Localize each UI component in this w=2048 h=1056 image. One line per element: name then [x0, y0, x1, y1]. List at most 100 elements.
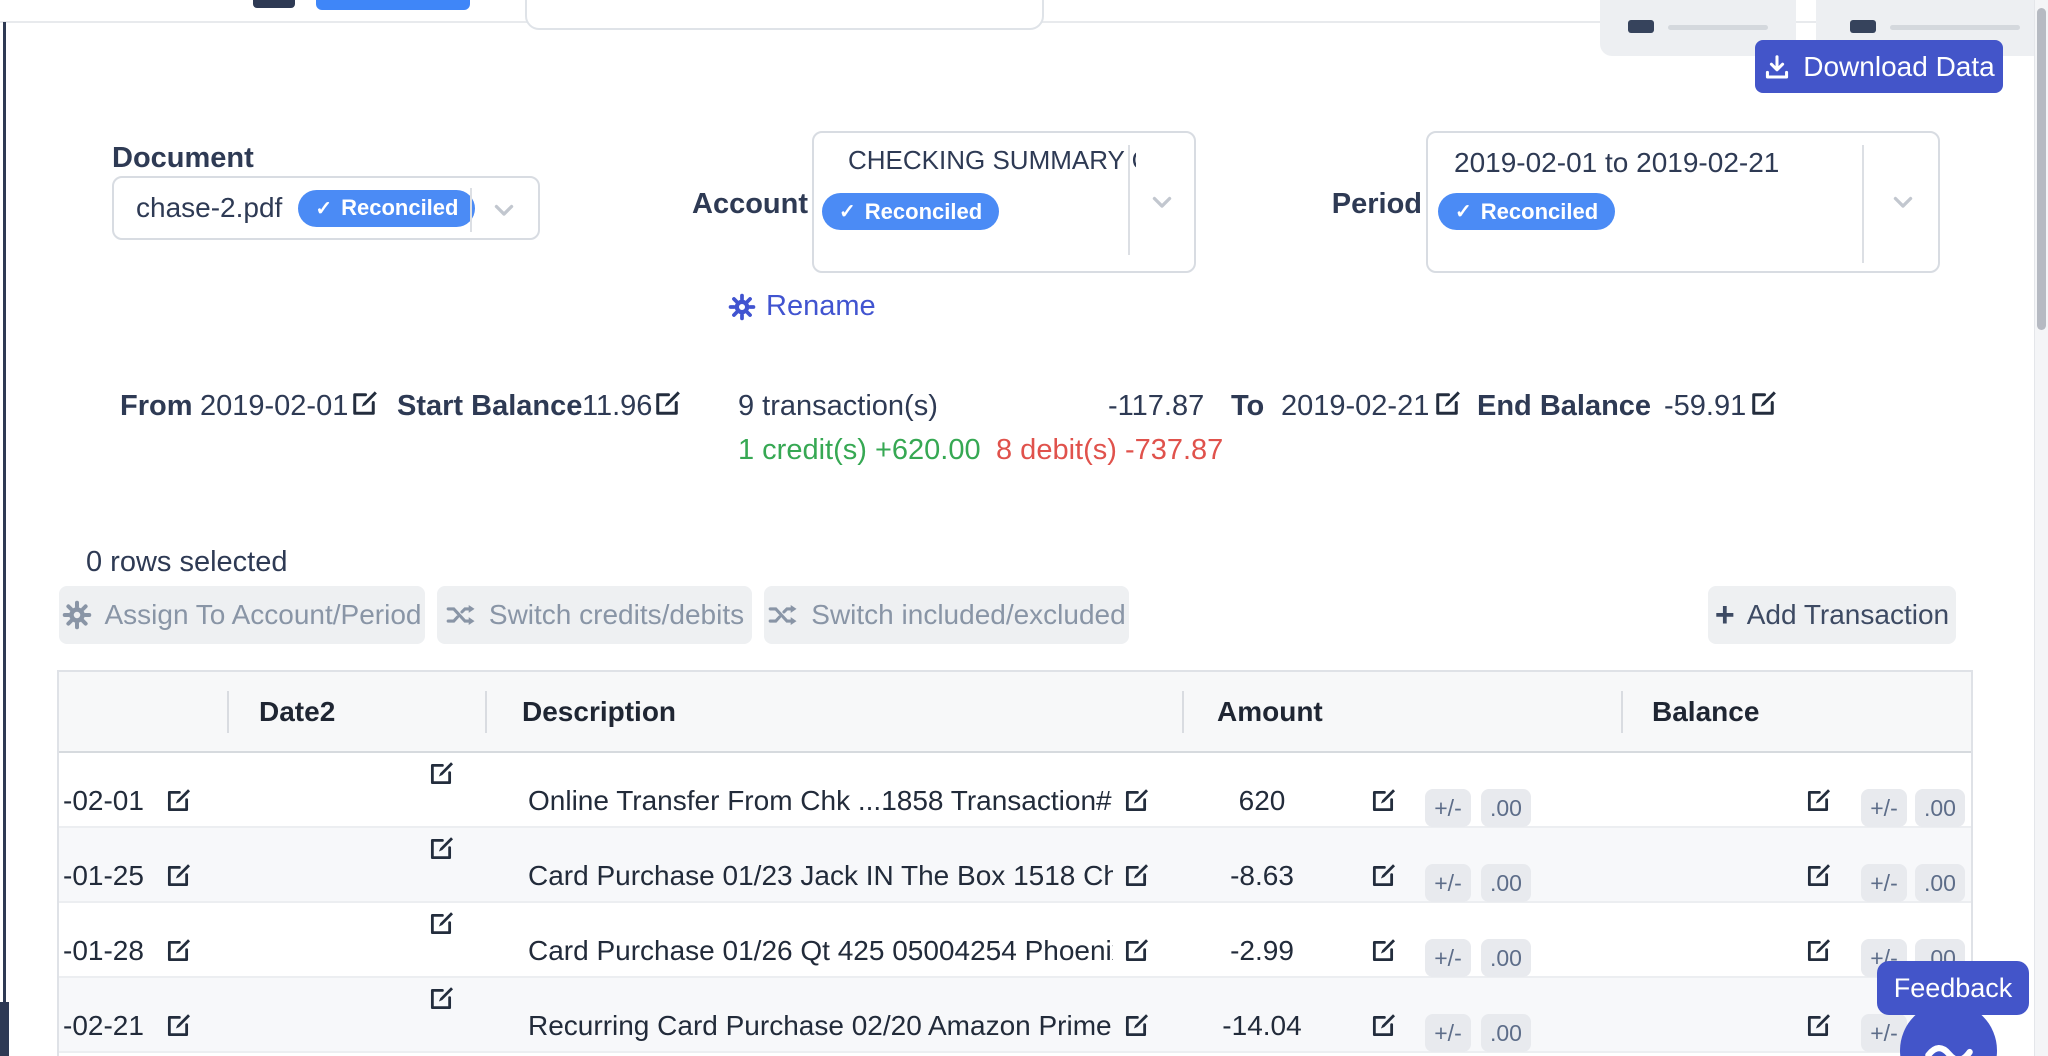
period-select[interactable]: 2019-02-01 to 2019-02-21 ✓ Reconciled	[1426, 131, 1940, 273]
end-balance-label: End Balance	[1477, 390, 1652, 422]
amount-cents-button[interactable]: .00	[1481, 864, 1531, 902]
edit-date2-icon[interactable]	[427, 835, 455, 863]
rename-link[interactable]: Rename	[728, 290, 876, 323]
column-header-description: Description	[522, 696, 677, 727]
plus-icon: +	[1714, 596, 1735, 634]
credits-summary: 1 credit(s) +620.00	[738, 434, 981, 466]
edit-from-icon[interactable]	[349, 389, 379, 419]
edit-amount-icon[interactable]	[1369, 937, 1397, 965]
account-value: CHECKING SUMMARY Cha	[848, 145, 1136, 175]
truncated-button-text	[1668, 25, 1768, 30]
balance-sign-toggle-button[interactable]: +/-	[1861, 1014, 1907, 1052]
amount-cents-button[interactable]: .00	[1481, 939, 1531, 977]
switch-credits-debits-button[interactable]: Switch credits/debits	[437, 586, 752, 644]
edit-date-icon[interactable]	[164, 862, 192, 890]
feedback-button[interactable]: Feedback	[1877, 961, 2029, 1015]
amount-cents-button[interactable]: .00	[1481, 1014, 1531, 1052]
period-value: 2019-02-01 to 2019-02-21	[1454, 147, 1780, 178]
edit-balance-icon[interactable]	[1804, 862, 1832, 890]
start-balance-value: 11.96	[582, 390, 653, 422]
edit-description-icon[interactable]	[1122, 1012, 1150, 1040]
edit-to-icon[interactable]	[1432, 389, 1462, 419]
transactions-table: Date2 Description Amount Balance -02-01 …	[57, 670, 1973, 1056]
account-select[interactable]: CHECKING SUMMARY Cha ✓ Reconciled	[812, 131, 1196, 273]
truncated-input-fragment[interactable]	[525, 0, 1044, 30]
chevron-down-icon	[1148, 188, 1176, 216]
column-divider	[227, 691, 229, 733]
row-date: -01-28	[63, 935, 144, 966]
edit-date-icon[interactable]	[164, 787, 192, 815]
table-row: -01-28 Card Purchase 01/26 Qt 425 050042…	[59, 903, 1971, 978]
edit-date2-icon[interactable]	[427, 910, 455, 938]
column-divider	[1182, 691, 1184, 733]
document-select[interactable]: chase-2.pdf ✓ Reconciled	[112, 176, 540, 240]
balance-sign-toggle-button[interactable]: +/-	[1861, 864, 1907, 902]
amount-sign-toggle-button[interactable]: +/-	[1425, 1014, 1471, 1052]
row-date: -02-01	[63, 785, 144, 816]
select-divider	[1128, 145, 1130, 255]
check-icon: ✓	[1455, 201, 1472, 223]
balance-sign-toggle-button[interactable]: +/-	[1861, 789, 1907, 827]
assign-to-account-period-button[interactable]: Assign To Account/Period	[59, 586, 425, 644]
edit-date-icon[interactable]	[164, 1012, 192, 1040]
truncated-toggle-fragment	[253, 0, 295, 8]
edit-description-icon[interactable]	[1122, 787, 1150, 815]
from-label: From	[120, 390, 193, 422]
switch-credits-label: Switch credits/debits	[488, 599, 745, 630]
edit-amount-icon[interactable]	[1369, 787, 1397, 815]
net-amount: -117.87	[1108, 390, 1205, 422]
truncated-button-icon	[1628, 20, 1654, 33]
document-label: Document	[112, 142, 254, 174]
edit-date2-icon[interactable]	[427, 760, 455, 788]
truncated-button-text	[1890, 25, 2020, 30]
table-body: -02-01 Online Transfer From Chk ...1858 …	[59, 753, 1971, 1053]
download-data-button[interactable]: Download Data	[1755, 40, 2003, 93]
add-transaction-button[interactable]: + Add Transaction	[1708, 586, 1956, 644]
vertical-scrollbar-thumb[interactable]	[2037, 8, 2046, 330]
edit-balance-icon[interactable]	[1804, 937, 1832, 965]
table-row-partial	[59, 1053, 1971, 1056]
amount-cents-button[interactable]: .00	[1481, 789, 1531, 827]
edit-start-balance-icon[interactable]	[652, 389, 682, 419]
truncated-blue-button-fragment[interactable]	[316, 0, 470, 10]
gear-icon	[728, 293, 756, 321]
assign-label: Assign To Account/Period	[104, 599, 422, 630]
add-transaction-label: Add Transaction	[1746, 599, 1950, 630]
balance-cents-button[interactable]: .00	[1915, 789, 1965, 827]
left-window-edge-bottom	[0, 1002, 9, 1056]
amount-sign-toggle-button[interactable]: +/-	[1425, 864, 1471, 902]
edit-amount-icon[interactable]	[1369, 862, 1397, 890]
account-reconciled-badge: ✓ Reconciled	[822, 193, 1000, 230]
edit-end-balance-icon[interactable]	[1748, 389, 1778, 419]
document-value: chase-2.pdf	[136, 192, 283, 223]
edit-balance-icon[interactable]	[1804, 787, 1832, 815]
balance-cents-button[interactable]: .00	[1915, 864, 1965, 902]
account-label: Account	[692, 188, 808, 220]
column-header-date2: Date2	[259, 696, 336, 727]
row-description: Online Transfer From Chk ...1858 Transac…	[528, 785, 1113, 816]
table-row: -02-21 Recurring Card Purchase 02/20 Ama…	[59, 978, 1971, 1053]
rename-label: Rename	[766, 290, 876, 322]
to-label: To	[1231, 390, 1265, 422]
amount-sign-toggle-button[interactable]: +/-	[1425, 789, 1471, 827]
column-divider	[1621, 691, 1623, 733]
document-reconciled-badge: ✓ Reconciled	[298, 189, 476, 227]
edit-balance-icon[interactable]	[1804, 1012, 1832, 1040]
switch-included-excluded-button[interactable]: Switch included/excluded	[764, 586, 1129, 644]
check-icon: ✓	[839, 201, 856, 223]
to-value: 2019-02-21	[1281, 390, 1430, 422]
truncated-button-icon	[1850, 20, 1876, 33]
debits-summary: 8 debit(s) -737.87	[996, 434, 1224, 466]
row-description: Recurring Card Purchase 02/20 Amazon Pri…	[528, 1010, 1113, 1041]
period-label: Period	[1331, 188, 1422, 220]
amount-sign-toggle-button[interactable]: +/-	[1425, 939, 1471, 977]
edit-date-icon[interactable]	[164, 937, 192, 965]
edit-description-icon[interactable]	[1122, 862, 1150, 890]
download-icon	[1763, 53, 1791, 81]
shuffle-icon	[445, 601, 477, 629]
gear-icon	[62, 600, 92, 630]
edit-date2-icon[interactable]	[427, 985, 455, 1013]
edit-description-icon[interactable]	[1122, 937, 1150, 965]
shuffle-icon	[767, 601, 799, 629]
edit-amount-icon[interactable]	[1369, 1012, 1397, 1040]
